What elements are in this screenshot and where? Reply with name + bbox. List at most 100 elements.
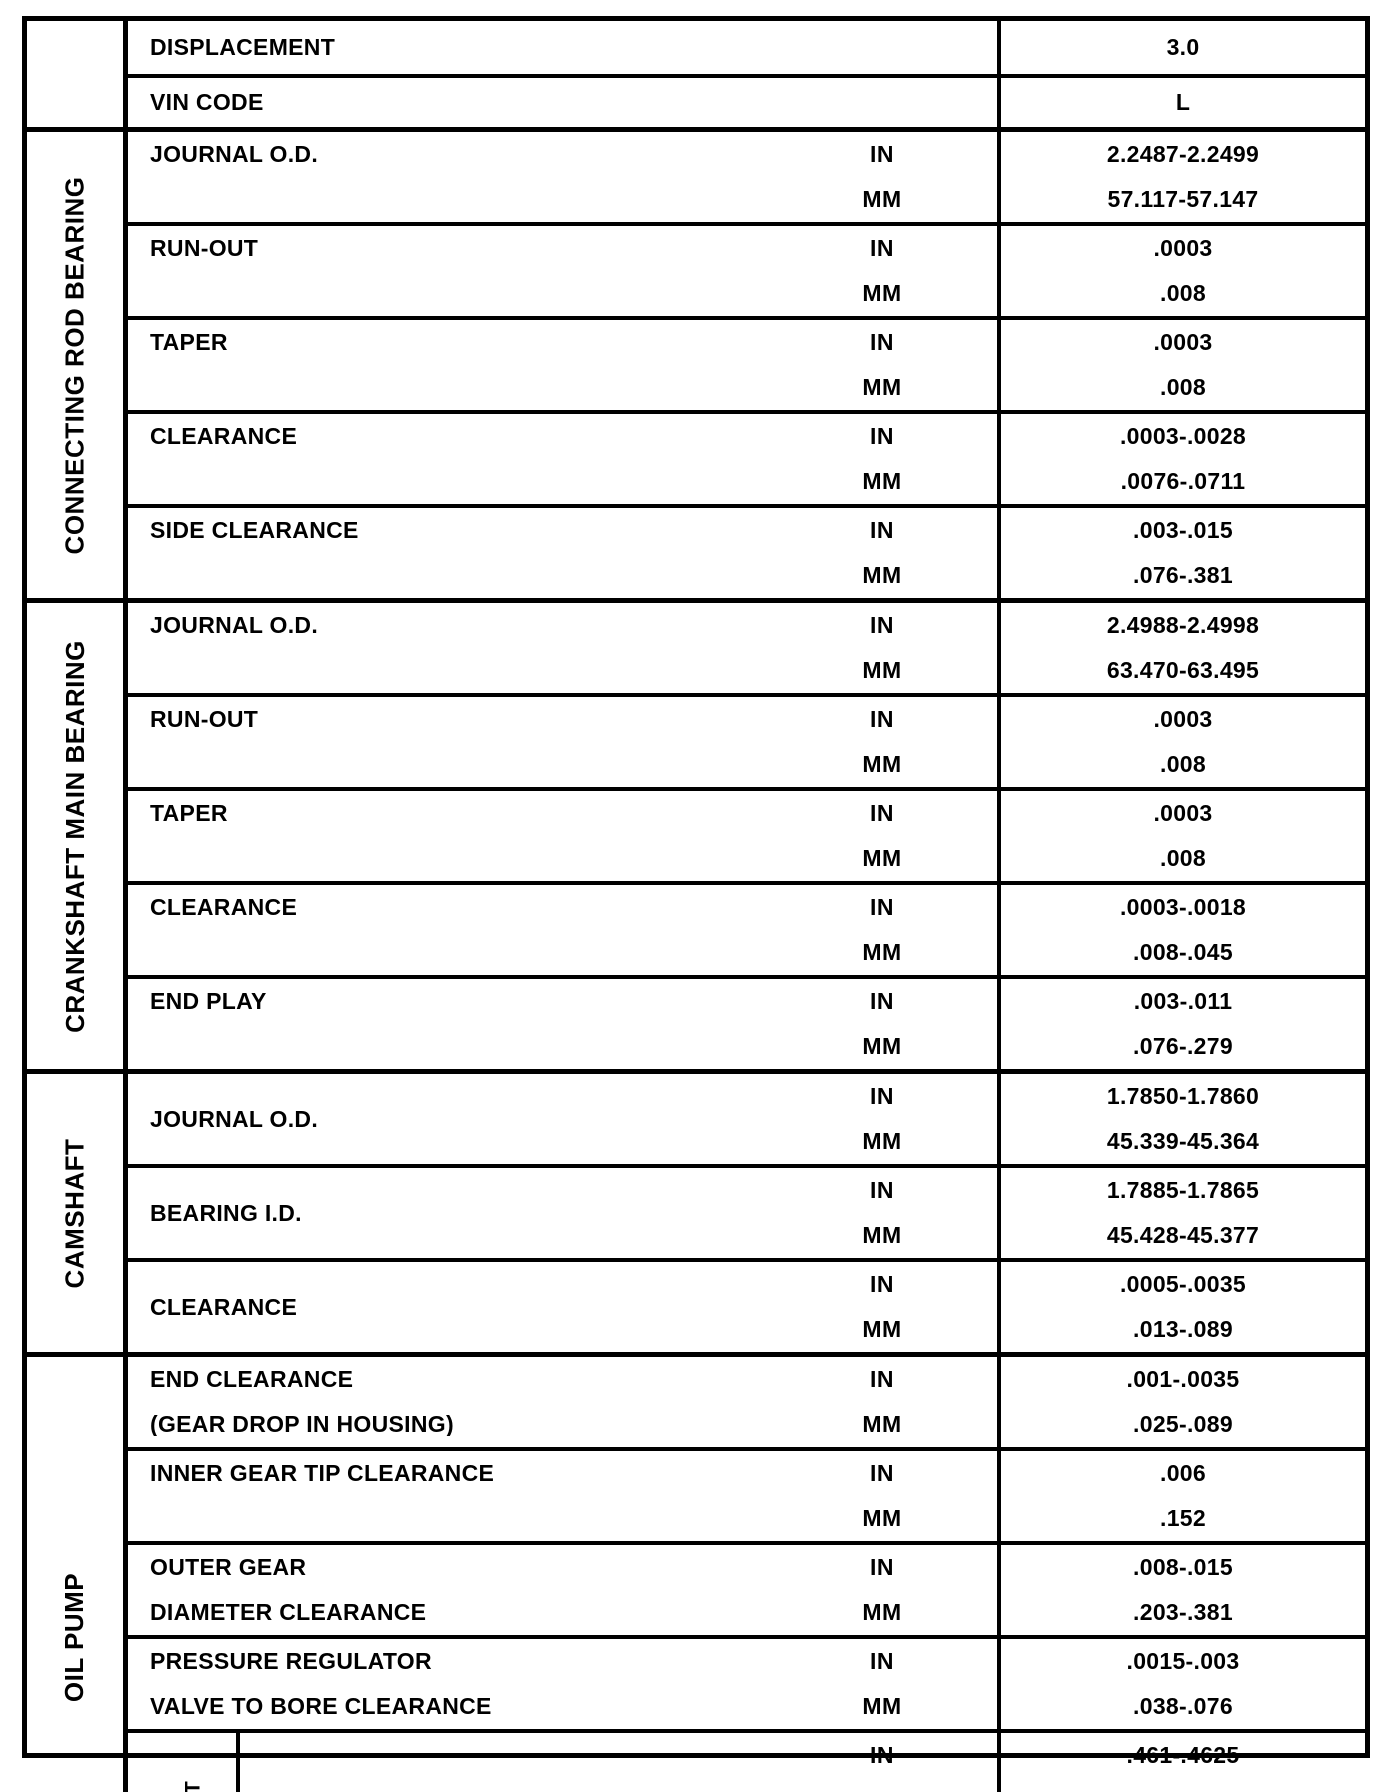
spec-value-mm: .008-.045 [997,930,1365,975]
subsection-title-line2: POCKET [182,1781,205,1792]
header-band: DISPLACEMENT 3.0 VIN CODE L [27,21,1365,127]
spec-unit-in: IN [870,1083,894,1109]
spec-name: JOURNAL O.D. [150,141,319,167]
spec-value-mm: 45.428-45.377 [997,1213,1365,1258]
spec-name: CLEARANCE [150,1293,298,1320]
table-row: CLEARANCE IN .0003-.0028 MM .0076-.0711 [128,410,1365,504]
spec-name: SIDE CLEARANCE [150,517,359,543]
spec-unit-in: IN [870,517,894,543]
spec-name: END CLEARANCE [150,1368,354,1391]
section-rows: END CLEARANCE IN .001-.0035 (GEAR DROP I… [128,1357,1365,1792]
spec-unit-mm: MM [862,1222,902,1248]
spec-value-in: .461-.4625 [997,1733,1365,1778]
spec-value-mm: .008 [997,836,1365,881]
table-row: CLEARANCE IN .0005-.0035 MM .013-.089 [128,1258,1365,1352]
subsection-rows: IN .461-.4625 DEPTH MM 11.71-11.75 [240,1733,1365,1792]
spec-value-in: .003-.015 [997,508,1365,553]
section-title: CONNECTING ROD BEARING [59,176,90,554]
spec-value-mm: .0076-.0711 [997,459,1365,504]
spec-unit-in: IN [870,329,894,355]
header-rows: DISPLACEMENT 3.0 VIN CODE L [128,21,1365,127]
spec-unit-in: IN [870,1271,894,1297]
spec-name: END PLAY [150,988,267,1014]
spec-unit-in: IN [870,235,894,261]
table-row: CLEARANCE IN .0003-.0018 MM .008-.045 [128,881,1365,975]
spec-value-mm: .008 [997,271,1365,316]
section-rows: JOURNAL O.D. IN 2.2487-2.2499 MM 57.117-… [128,132,1365,598]
subsection-title: GEAR POCKET [159,1781,205,1792]
spec-unit-mm: MM [862,280,902,306]
section-title: OIL PUMP [59,1572,90,1702]
spec-value-in: 2.4988-2.4998 [997,603,1365,648]
spec-name: CLEARANCE [150,894,298,920]
spec-name: JOURNAL O.D. [150,612,319,638]
spec-unit-in: IN [870,141,894,167]
section-title: CRANKSHAFT MAIN BEARING [59,639,90,1033]
spec-value-mm: 11.71-11.75 [997,1778,1365,1792]
spec-value: 3.0 [997,21,1365,74]
subsection-gear-pocket: GEAR POCKET IN .461-.4625 D [128,1729,1365,1792]
spec-value: L [997,78,1365,127]
spec-name: RUN-OUT [150,235,259,261]
spec-unit-in: IN [870,894,894,920]
spec-unit-mm: MM [862,657,902,683]
spec-value-in: .0003 [997,791,1365,836]
spec-unit-in: IN [870,800,894,826]
spec-value-in: .0003-.0018 [997,885,1365,930]
table-row: JOURNAL O.D. IN 2.4988-2.4998 MM 63.470-… [128,603,1365,693]
spec-name: TAPER [150,800,228,826]
spec-name: DEPTH [240,1787,767,1792]
spec-value-mm: .076-.279 [997,1024,1365,1069]
table-row: TAPER IN .0003 MM .008 [128,787,1365,881]
spec-name: DISPLACEMENT [150,34,336,60]
table-row: TAPER IN .0003 MM .008 [128,316,1365,410]
spec-value-in: .0003 [997,226,1365,271]
table-row: JOURNAL O.D. IN 2.2487-2.2499 MM 57.117-… [128,132,1365,222]
spec-value-in: .0005-.0035 [997,1262,1365,1307]
table-row: VIN CODE L [128,74,1365,127]
spec-unit-mm: MM [862,468,902,494]
spec-unit-in: IN [870,988,894,1014]
spec-value-in: 2.2487-2.2499 [997,132,1365,177]
spec-value-in: .0003 [997,320,1365,365]
spec-unit-in: IN [870,1177,894,1203]
table-row: SIDE CLEARANCE IN .003-.015 MM .076-.381 [128,504,1365,598]
spec-unit-mm: MM [862,1128,902,1154]
spec-unit-in: IN [870,612,894,638]
spec-unit-mm: MM [862,1411,902,1437]
spec-value-mm: .203-.381 [997,1590,1365,1635]
section-connecting-rod-bearing: CONNECTING ROD BEARING JOURNAL O.D. IN 2… [27,127,1365,598]
spec-unit-mm: MM [862,186,902,212]
spec-value-mm: .013-.089 [997,1307,1365,1352]
spec-name: TAPER [150,329,228,355]
spec-unit-mm: MM [862,939,902,965]
spec-value-in: .0015-.003 [997,1639,1365,1684]
spec-value-in: .008-.015 [997,1545,1365,1590]
table-row: IN .461-.4625 DEPTH MM 11.71-11.75 [240,1733,1365,1792]
section-label-cell: CONNECTING ROD BEARING [27,132,128,598]
table-row: JOURNAL O.D. IN 1.7850-1.7860 MM 45.339-… [128,1074,1365,1164]
spec-name-line2: DIAMETER CLEARANCE [150,1601,427,1624]
spec-unit-mm: MM [862,562,902,588]
spec-value-in: .0003 [997,697,1365,742]
spec-unit-mm: MM [862,751,902,777]
section-title: CAMSHAFT [59,1138,90,1288]
spec-value-mm: 57.117-57.147 [997,177,1365,222]
table-row: RUN-OUT IN .0003 MM .008 [128,693,1365,787]
section-label-cell: CRANKSHAFT MAIN BEARING [27,603,128,1069]
spec-name: CLEARANCE [150,423,298,449]
spec-unit-mm: MM [767,1787,997,1792]
section-label-cell: CAMSHAFT [27,1074,128,1352]
table-row: RUN-OUT IN .0003 MM .008 [128,222,1365,316]
spec-name: PRESSURE REGULATOR [150,1650,432,1673]
section-crankshaft-main-bearing: CRANKSHAFT MAIN BEARING JOURNAL O.D. IN … [27,598,1365,1069]
table-row: END CLEARANCE IN .001-.0035 (GEAR DROP I… [128,1357,1365,1447]
table-row: DISPLACEMENT 3.0 [128,21,1365,74]
spec-unit-in: IN [870,1460,894,1486]
engine-specification-table: DISPLACEMENT 3.0 VIN CODE L CONNECTING R… [22,16,1370,1792]
spec-name: JOURNAL O.D. [150,1105,319,1132]
spec-name-line2: VALVE TO BORE CLEARANCE [150,1695,492,1718]
table-row: INNER GEAR TIP CLEARANCE IN .006 MM .152 [128,1447,1365,1541]
spec-unit-mm: MM [862,1505,902,1531]
spec-value-in: .001-.0035 [997,1357,1365,1402]
